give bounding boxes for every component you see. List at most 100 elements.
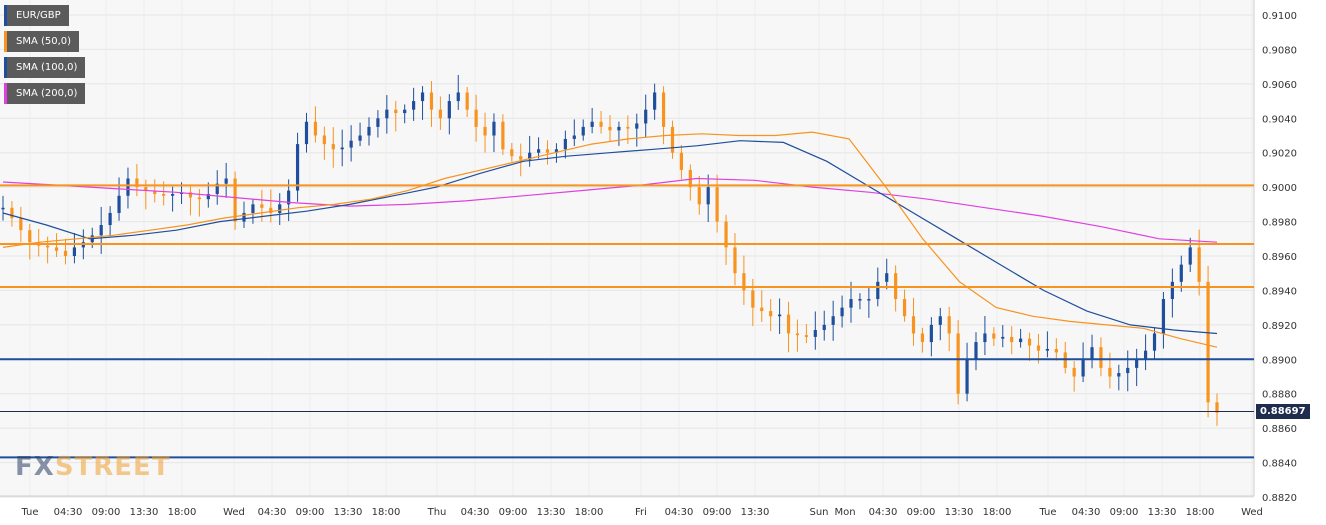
candle-body: [679, 152, 684, 170]
brand-logo-street: STREET: [54, 452, 171, 482]
candle-body: [920, 333, 925, 343]
x-tick-label: 13:30: [130, 507, 159, 518]
candle-body: [554, 149, 559, 153]
current-price-badge: 0.88697: [1256, 404, 1310, 419]
x-tick-label: Wed: [223, 507, 245, 518]
candle-body: [358, 135, 362, 141]
candle-body: [1188, 247, 1192, 265]
candle-body: [483, 126, 487, 136]
candle-body: [1099, 347, 1103, 368]
candle-body: [938, 316, 942, 325]
candle-body: [1135, 359, 1139, 368]
candle-body: [742, 273, 746, 291]
legend-label: EUR/GBP: [16, 10, 61, 21]
legend-swatch: [4, 5, 7, 26]
sma-100-line: [2, 140, 1218, 335]
candle-body: [831, 316, 835, 325]
candle-body: [572, 135, 576, 139]
candle-body: [858, 299, 862, 301]
y-tick-label: 0.8980: [1262, 218, 1297, 229]
candle-body: [72, 247, 77, 256]
candle-body: [545, 149, 550, 153]
x-tick-label: 18:00: [1186, 507, 1215, 518]
y-tick-label: 0.9000: [1262, 183, 1297, 194]
candle-body: [644, 109, 648, 124]
candle-body: [804, 335, 808, 337]
candle-body: [153, 190, 157, 195]
y-tick-label: 0.9100: [1262, 11, 1297, 22]
candle-body: [456, 92, 460, 102]
candle-body: [492, 121, 496, 136]
legend-swatch: [4, 57, 7, 78]
candle-body: [670, 126, 675, 153]
candle-body: [412, 101, 416, 110]
x-tick-label: Thu: [427, 507, 447, 518]
candle-body: [1143, 350, 1148, 360]
x-tick-label: 04:30: [461, 507, 490, 518]
y-tick-label: 0.8860: [1262, 424, 1297, 435]
candle-body: [108, 212, 112, 226]
candle-body: [510, 149, 514, 157]
candle-body: [608, 126, 612, 131]
candle-body: [295, 144, 300, 191]
candle-body: [304, 121, 309, 145]
candle-body: [376, 118, 380, 127]
candle-body: [447, 101, 451, 119]
x-tick-label: 09:00: [92, 507, 121, 518]
candle-body: [715, 187, 719, 222]
x-tick-label: 13:30: [537, 507, 566, 518]
x-tick-label: 09:00: [703, 507, 732, 518]
candle-body: [1001, 336, 1005, 339]
candle-body: [1117, 373, 1121, 377]
candle-body: [876, 281, 880, 300]
candle-body: [992, 333, 996, 339]
candle-body: [313, 121, 318, 136]
candle-body: [403, 109, 407, 114]
candle-body: [581, 126, 585, 136]
candle-body: [233, 178, 237, 222]
x-tick-label: 13:30: [945, 507, 974, 518]
candle-body: [590, 121, 594, 127]
candle-body: [1010, 336, 1014, 343]
candle-body: [635, 123, 639, 129]
y-tick-label: 0.9080: [1262, 45, 1297, 56]
candle-body: [126, 178, 130, 196]
candle-body: [1197, 247, 1201, 282]
candle-body: [661, 92, 666, 127]
x-tick-label: 18:00: [372, 507, 401, 518]
candle-body: [171, 194, 175, 196]
candle-body: [563, 138, 567, 150]
x-tick-label: 13:30: [741, 507, 770, 518]
candle-body: [528, 152, 532, 160]
x-tick-label: Mon: [834, 507, 855, 518]
legend-label: SMA (50,0): [16, 36, 72, 47]
candle-body: [733, 247, 737, 274]
candle-body: [653, 92, 657, 110]
candle-body: [1072, 367, 1076, 377]
candle-body: [1179, 264, 1183, 282]
y-tick-label: 0.8880: [1262, 390, 1297, 401]
candle-body: [46, 245, 50, 248]
candle-body: [188, 192, 193, 198]
candle-body: [1126, 367, 1130, 374]
candle-body: [983, 333, 987, 343]
candle-body: [965, 359, 969, 394]
candle-body: [947, 316, 951, 334]
candle-body: [474, 109, 478, 127]
candle-body: [197, 197, 201, 200]
candle-body: [224, 178, 228, 184]
brand-logo-fx: FX: [15, 452, 55, 482]
x-tick-label: 04:30: [665, 507, 694, 518]
candle-body: [536, 149, 541, 153]
candle-body: [867, 299, 871, 301]
x-tick-label: Tue: [1038, 507, 1056, 518]
candle-body: [242, 212, 246, 222]
candle-body: [840, 307, 844, 317]
candle-body: [117, 195, 121, 213]
candle-body: [813, 330, 817, 337]
candle-body: [822, 324, 826, 331]
candle-body: [63, 250, 68, 256]
x-tick-label: 09:00: [1110, 507, 1139, 518]
